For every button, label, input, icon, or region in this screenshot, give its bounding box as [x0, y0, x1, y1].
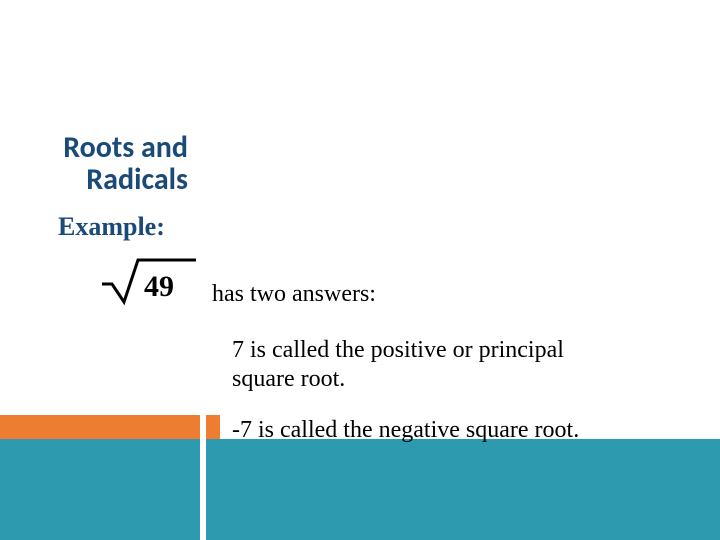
slide-title: Roots and Radicals: [38, 132, 188, 195]
decor-orange-block: [0, 415, 220, 439]
text-has-two-answers: has two answers:: [212, 280, 376, 309]
decor-teal-block: [0, 439, 720, 540]
text-principal-root: 7 is called the positive or principal sq…: [232, 336, 632, 394]
decor-vertical-bar-1: [200, 415, 206, 439]
sqrt-icon: 49: [100, 254, 198, 306]
title-line2: Radicals: [86, 161, 188, 198]
radicand-text: 49: [144, 270, 174, 303]
example-label: Example:: [58, 212, 165, 242]
radical-expression: 49: [100, 254, 198, 311]
decor-vertical-bar-2: [200, 439, 206, 540]
text-negative-root: -7 is called the negative square root.: [232, 416, 579, 445]
